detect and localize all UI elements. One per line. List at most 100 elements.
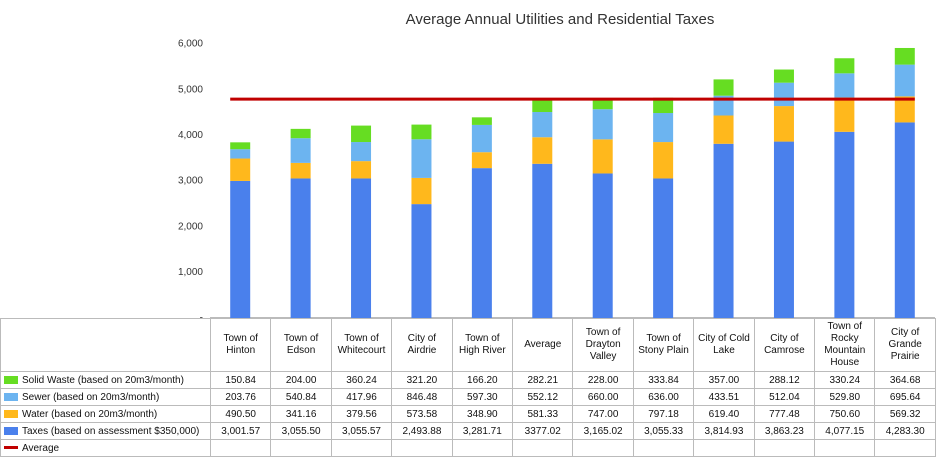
table-row: Sewer (based on 20m3/month) 203.76 540.84 4…	[0, 388, 936, 406]
value-cell: 552.12	[512, 388, 574, 406]
y-tick-label: 2,000	[178, 221, 203, 232]
bar-segment	[351, 142, 372, 162]
bar-segment	[411, 139, 432, 178]
category-label: Town of High River	[451, 318, 514, 372]
legend-swatch	[4, 375, 18, 384]
bar-segment	[471, 117, 492, 125]
bar-segment	[773, 141, 794, 318]
bar-segment	[351, 125, 372, 143]
table-row: Solid Waste (based on 20m3/month) 150.84 2…	[0, 371, 936, 389]
bar-segment	[230, 180, 251, 318]
value-cell: 3,055.57	[330, 422, 393, 440]
value-cell: 529.80	[814, 388, 876, 406]
category-label: City of Camrose	[753, 318, 816, 372]
value-cell: 3,281.71	[451, 422, 514, 440]
bar-segment	[230, 142, 251, 150]
bar-segment	[230, 149, 251, 159]
bar-segment	[773, 106, 794, 142]
y-tick-label: 1,000	[178, 267, 203, 278]
value-cell: 203.76	[209, 388, 272, 406]
empty-cell	[209, 439, 272, 457]
category-label: Town of Hinton	[209, 318, 272, 372]
empty-cell	[693, 439, 755, 457]
legend-cell: Average	[0, 439, 211, 457]
empty-cell	[874, 439, 936, 457]
table-corner	[0, 318, 211, 372]
bar-segment	[592, 139, 613, 174]
bar-segment	[653, 142, 674, 179]
value-cell: 3,814.93	[693, 422, 755, 440]
value-cell: 433.51	[693, 388, 755, 406]
value-cell: 777.48	[753, 405, 816, 423]
value-cell: 3,001.57	[209, 422, 272, 440]
value-cell: 282.21	[512, 371, 574, 389]
value-cell: 360.24	[330, 371, 393, 389]
table-row: Taxes (based on assessment $350,000) 3,00…	[0, 422, 936, 440]
category-label: Town of Rocky Mountain House	[814, 318, 876, 372]
legend-swatch	[4, 409, 18, 418]
bar-segment	[894, 64, 915, 97]
category-label: City of Grande Prairie	[874, 318, 936, 372]
legend-cell: Water (based on 20m3/month)	[0, 405, 211, 423]
value-cell: 619.40	[693, 405, 755, 423]
category-label: City of Airdrie	[391, 318, 453, 372]
table-row: Water (based on 20m3/month) 490.50 341.16 3…	[0, 405, 936, 423]
bar-segment	[532, 112, 553, 138]
value-cell: 846.48	[391, 388, 453, 406]
legend-label: Sewer (based on 20m3/month)	[22, 391, 160, 403]
legend-swatch	[4, 426, 18, 435]
value-cell: 341.16	[270, 405, 332, 423]
bar-segment	[834, 97, 855, 132]
bar-segment	[290, 162, 311, 179]
value-cell: 379.56	[330, 405, 393, 423]
value-cell: 3,165.02	[572, 422, 634, 440]
empty-cell	[753, 439, 816, 457]
bar-segment	[713, 79, 734, 96]
data-table: Town of Hinton Town of Edson Town of White…	[0, 318, 936, 457]
y-tick-label: 3,000	[178, 176, 203, 187]
bar-segment	[230, 158, 251, 181]
value-cell: 288.12	[753, 371, 816, 389]
category-label: Town of Drayton Valley	[572, 318, 634, 372]
bar-segment	[471, 124, 492, 153]
bar-segment	[894, 96, 915, 123]
value-cell: 333.84	[632, 371, 695, 389]
bar-segment	[411, 124, 432, 140]
value-cell: 540.84	[270, 388, 332, 406]
empty-cell	[512, 439, 574, 457]
bar-segment	[471, 168, 492, 318]
value-cell: 695.64	[874, 388, 936, 406]
value-cell: 750.60	[814, 405, 876, 423]
legend-label: Taxes (based on assessment $350,000)	[22, 425, 200, 437]
bar-segment	[290, 128, 311, 139]
y-tick-label: -	[200, 313, 203, 318]
y-tick-label: 6,000	[178, 39, 203, 50]
value-cell: 348.90	[451, 405, 514, 423]
category-label: Town of Stony Plain	[632, 318, 695, 372]
bar-segment	[592, 109, 613, 140]
value-cell: 417.96	[330, 388, 393, 406]
empty-cell	[330, 439, 393, 457]
bar-segment	[532, 163, 553, 318]
bar-segment	[773, 69, 794, 83]
legend-cell: Taxes (based on assessment $350,000)	[0, 422, 211, 440]
value-cell: 636.00	[632, 388, 695, 406]
value-cell: 797.18	[632, 405, 695, 423]
y-tick-label: 5,000	[178, 84, 203, 95]
value-cell: 573.58	[391, 405, 453, 423]
bar-segment	[592, 98, 613, 110]
value-cell: 330.24	[814, 371, 876, 389]
legend-swatch	[4, 446, 18, 450]
value-cell: 3,863.23	[753, 422, 816, 440]
value-cell: 3,055.50	[270, 422, 332, 440]
value-cell: 166.20	[451, 371, 514, 389]
value-cell: 3377.02	[512, 422, 574, 440]
value-cell: 321.20	[391, 371, 453, 389]
legend-label: Average	[22, 442, 60, 454]
category-label: City of Cold Lake	[693, 318, 755, 372]
value-cell: 204.00	[270, 371, 332, 389]
legend-swatch	[4, 392, 18, 401]
value-cell: 512.04	[753, 388, 816, 406]
bar-segment	[471, 152, 492, 169]
value-cell: 581.33	[512, 405, 574, 423]
